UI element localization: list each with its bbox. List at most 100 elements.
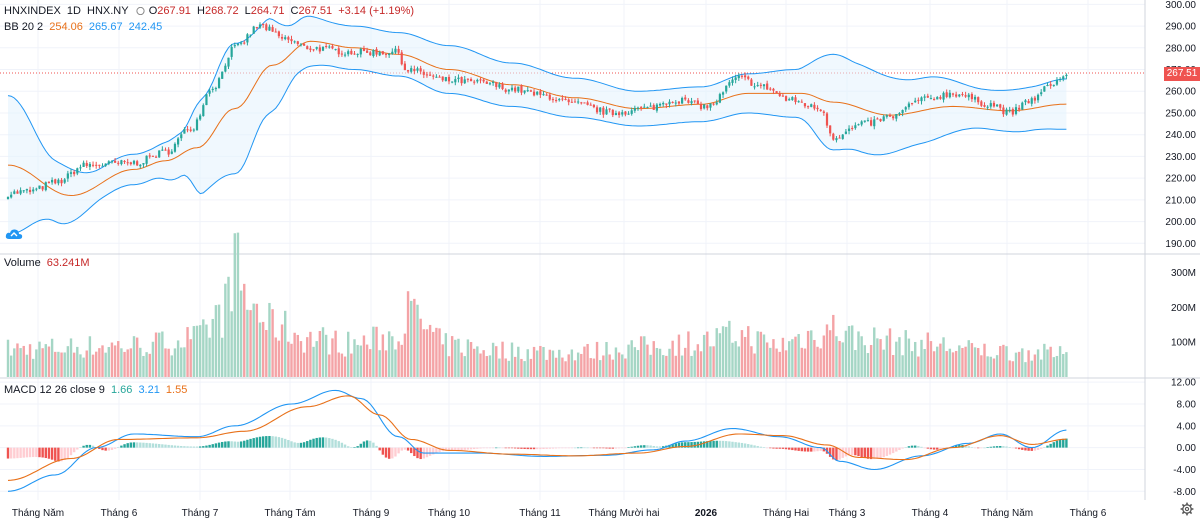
- candle-body: [731, 79, 734, 83]
- candle-42: [139, 164, 142, 169]
- candle-178: [567, 98, 570, 106]
- volume-bar-301: [954, 350, 958, 377]
- candle-297: [942, 91, 945, 103]
- candle-331: [1049, 81, 1052, 89]
- high-label: H: [197, 5, 205, 17]
- macd-hist-bar-175: [558, 447, 561, 449]
- macd-hist-bar-228: [725, 441, 728, 448]
- candle-body: [66, 173, 69, 179]
- candle-body: [898, 112, 901, 114]
- macd-hist-bar-110: [353, 447, 356, 448]
- candle-body: [1008, 109, 1011, 111]
- time-label-9: Tháng Hai: [763, 508, 809, 519]
- bb-legend[interactable]: BB 20 2 254.06 265.67 242.45: [4, 20, 165, 34]
- candle-38: [126, 158, 129, 166]
- volume-legend[interactable]: Volume 63.241M: [4, 256, 93, 270]
- macd-hist-bar-230: [731, 441, 734, 448]
- macd-hist-bar-131: [419, 447, 422, 460]
- volume-bar-210: [668, 348, 671, 377]
- volume-bar-193: [614, 347, 618, 377]
- macd-hist-bar-88: [284, 438, 287, 448]
- candle-body: [832, 133, 835, 140]
- open-value: 267.91: [157, 5, 191, 17]
- candle-204: [649, 102, 652, 107]
- candle-body: [766, 83, 769, 90]
- candle-body: [992, 102, 996, 107]
- candle-299: [948, 89, 951, 99]
- price-tick-label-6: 240.00: [1165, 130, 1196, 141]
- volume-bar-335: [1062, 354, 1065, 377]
- candle-body: [473, 81, 476, 83]
- candle-body: [340, 53, 343, 55]
- candle-111: [356, 53, 359, 58]
- macd-hist-bar-226: [718, 440, 722, 448]
- macd-hist-bar-188: [599, 447, 602, 449]
- volume-bar-57: [186, 327, 189, 377]
- candle-body: [586, 102, 589, 105]
- macd-hist-bar-310: [983, 447, 986, 449]
- candle-222: [706, 104, 709, 111]
- macd-hist-bar-247: [784, 447, 788, 450]
- candle-body: [98, 164, 101, 166]
- eye-icon[interactable]: [135, 7, 146, 16]
- candle-188: [599, 106, 602, 115]
- volume-bar-3: [16, 343, 19, 377]
- volume-bar-82: [265, 330, 268, 377]
- candle-55: [180, 131, 183, 142]
- volume-bar-235: [747, 326, 750, 377]
- volume-bar-147: [469, 341, 473, 377]
- macd-hist-bar-23: [79, 447, 82, 448]
- macd-hist-bar-156: [498, 447, 501, 449]
- volume-bar-326: [1033, 354, 1037, 377]
- volume-bar-199: [633, 347, 637, 377]
- candle-body: [1049, 84, 1052, 86]
- candle-24: [82, 160, 85, 167]
- volume-bar-47: [154, 332, 158, 377]
- gear-icon[interactable]: [1180, 502, 1194, 516]
- macd-hist-bar-184: [586, 447, 589, 449]
- volume-bar-101: [324, 334, 328, 377]
- macd-hist-bar-64: [208, 444, 211, 448]
- volume-bar-34: [113, 345, 117, 377]
- macd-hist-bar-292: [926, 447, 929, 449]
- volume-bar-160: [510, 342, 514, 377]
- macd-hist-bar-290: [920, 446, 923, 448]
- volume-bar-167: [532, 346, 536, 377]
- candle-89: [287, 35, 290, 44]
- candle-289: [917, 97, 920, 104]
- volume-bar-68: [221, 337, 224, 377]
- candle-106: [340, 50, 343, 57]
- interval-label[interactable]: 1D: [66, 5, 81, 17]
- volume-bar-331: [1049, 346, 1052, 377]
- candle-body: [233, 45, 236, 47]
- volume-bar-219: [696, 344, 700, 377]
- volume-bar-178: [567, 354, 570, 377]
- macd-hist-bar-255: [810, 447, 813, 452]
- candle-body: [876, 118, 879, 120]
- candle-body: [558, 99, 561, 101]
- volume-bar-306: [970, 343, 974, 377]
- candle-147: [469, 77, 473, 82]
- macd-hist-bar-29: [98, 447, 101, 449]
- macd-legend[interactable]: MACD 12 26 close 9 1.66 3.21 1.55: [4, 383, 190, 397]
- candle-149: [476, 78, 479, 84]
- candle-285: [904, 106, 907, 113]
- candle-249: [791, 96, 794, 101]
- candle-229: [728, 80, 731, 88]
- candle-53: [173, 142, 177, 153]
- macd-hist-bar-198: [630, 446, 633, 448]
- candle-body: [699, 104, 703, 110]
- symbol-name[interactable]: HNXINDEX: [4, 5, 61, 17]
- candle-7: [28, 186, 32, 195]
- volume-bar-138: [441, 344, 444, 377]
- tradingview-cloud-icon[interactable]: [5, 228, 23, 240]
- macd-hist-bar-307: [973, 447, 977, 449]
- macd-hist-bar-251: [797, 447, 800, 451]
- candle-body: [1059, 78, 1062, 80]
- candle-body: [564, 98, 567, 100]
- candle-269: [854, 122, 857, 130]
- volume-bar-218: [693, 350, 696, 377]
- candle-116: [372, 49, 375, 58]
- volume-bar-65: [211, 318, 214, 377]
